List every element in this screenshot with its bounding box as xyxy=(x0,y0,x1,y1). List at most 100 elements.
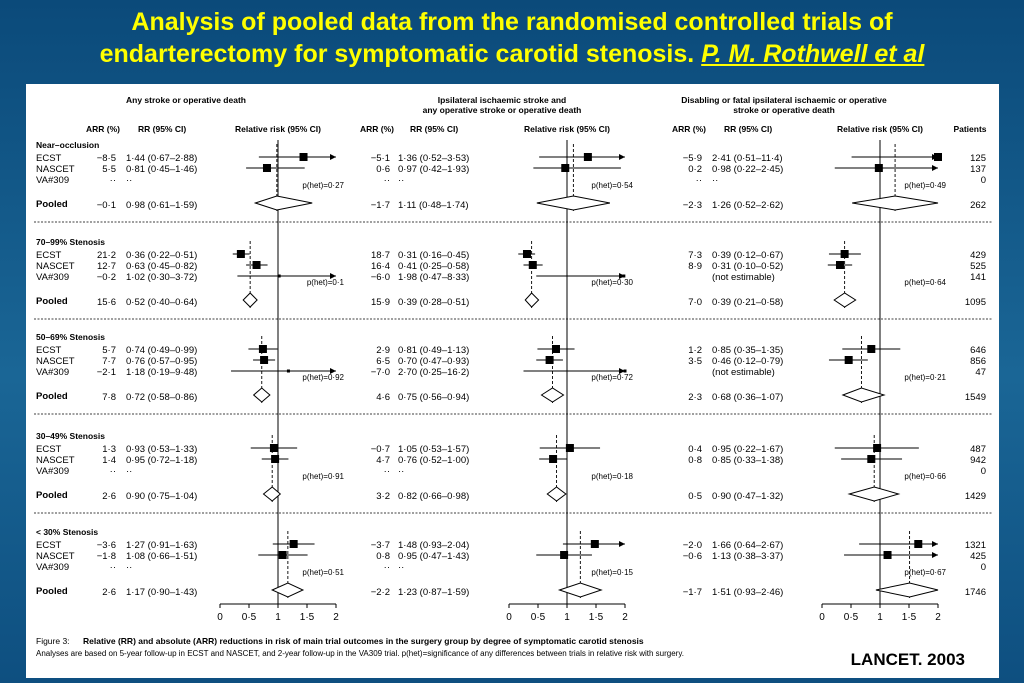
estimate-marker xyxy=(236,250,245,258)
x-tick-label: 2 xyxy=(935,612,941,623)
pooled-arr-value: 0·5 xyxy=(688,491,702,502)
estimate-marker xyxy=(835,261,844,269)
ci-arrow xyxy=(330,273,336,279)
x-tick-label: 1 xyxy=(877,612,883,623)
pooled-diamond xyxy=(524,292,540,308)
rr-value: 2·41 (0·51–11·4) xyxy=(712,153,783,164)
estimate-marker xyxy=(934,153,942,161)
rr-value: 1·66 (0·64–2·67) xyxy=(712,540,783,551)
phet-label: p(het)=0·1 xyxy=(307,278,345,287)
pooled-arr-value: −1·7 xyxy=(371,200,390,211)
ci-arrow xyxy=(619,154,625,160)
ci-arrow xyxy=(330,154,336,160)
estimate-marker xyxy=(561,164,570,172)
rr-value: 0·81 (0·49–1·13) xyxy=(398,345,469,356)
arr-value: 1·4 xyxy=(102,455,116,466)
pooled-patients: 1429 xyxy=(965,491,986,502)
rr-value: (not estimable) xyxy=(712,272,775,283)
phet-label: p(het)=0·27 xyxy=(302,181,344,190)
rr-value: 0·98 (0·22–2·45) xyxy=(712,164,783,175)
col-header-patients: Patients xyxy=(953,124,986,134)
rr-value: 0·76 (0·52–1·00) xyxy=(398,455,469,466)
source-citation: LANCET. 2003 xyxy=(850,650,965,669)
x-tick-label: 0·5 xyxy=(531,612,546,623)
pooled-rr-value: 1·51 (0·93–2·46) xyxy=(712,587,783,598)
forest-plot: Any stroke or operative death ARR (%) RR (… xyxy=(34,95,992,658)
patients-count: 0 xyxy=(981,562,986,573)
pooled-diamond xyxy=(252,387,271,403)
rr-value: 0·85 (0·33–1·38) xyxy=(712,455,783,466)
arr-value: −3·7 xyxy=(371,540,390,551)
rr-value: ·· xyxy=(126,466,132,477)
estimate-marker xyxy=(252,261,261,269)
pooled-arr-value: 7·0 xyxy=(688,297,702,308)
x-tick-label: 2 xyxy=(333,612,339,623)
estimate-marker xyxy=(258,345,267,353)
arr-value: −0·2 xyxy=(97,272,116,283)
estimate-marker xyxy=(262,164,271,172)
subgroup-label: < 30% Stenosis xyxy=(36,527,98,537)
arr-value: 0·8 xyxy=(376,551,390,562)
pooled-rr-value: 0·39 (0·21–0·58) xyxy=(712,297,783,308)
arr-value: −2·1 xyxy=(97,367,116,378)
pooled-arr-value: −0·1 xyxy=(97,200,116,211)
estimate-marker xyxy=(278,551,287,559)
rr-value: 1·27 (0·91–1·63) xyxy=(126,540,197,551)
patients-count: 0 xyxy=(981,175,986,186)
arr-value: 6·5 xyxy=(376,356,390,367)
pooled-arr-value: 4·6 xyxy=(376,392,390,403)
trial-label: ECST xyxy=(36,345,62,356)
outcome-title: Any stroke or operative death xyxy=(126,95,246,105)
trial-label: ECST xyxy=(36,153,62,164)
subgroup-label: 50–69% Stenosis xyxy=(36,332,105,342)
patients-count: 1321 xyxy=(965,540,986,551)
ci-arrow xyxy=(932,552,938,558)
rr-value: 0·70 (0·47–0·93) xyxy=(398,356,469,367)
estimate-marker xyxy=(623,369,627,373)
rr-value: ·· xyxy=(126,562,132,573)
estimate-marker xyxy=(883,551,892,559)
arr-value: 0·4 xyxy=(688,444,702,455)
x-tick-label: 0 xyxy=(506,612,512,623)
arr-value: 0·8 xyxy=(688,455,702,466)
rr-value: 0·81 (0·45–1·46) xyxy=(126,164,197,175)
arr-value: 5·5 xyxy=(102,164,116,175)
rr-value: ·· xyxy=(398,175,404,186)
estimate-marker xyxy=(260,356,269,364)
slide-title: Analysis of pooled data from the randomi… xyxy=(0,6,1024,70)
arr-value: 7·7 xyxy=(102,356,116,367)
pooled-diamond xyxy=(852,195,939,211)
x-tick-label: 0·5 xyxy=(242,612,257,623)
arr-value: −7·0 xyxy=(371,367,390,378)
trial-label: VA#309 xyxy=(36,466,69,477)
trial-label: VA#309 xyxy=(36,175,69,186)
col-header-arr: ARR (%) xyxy=(86,124,120,134)
rr-value: ·· xyxy=(398,466,404,477)
pooled-diamond xyxy=(536,195,611,211)
arr-value: ·· xyxy=(110,175,116,186)
ci-arrow xyxy=(330,368,336,374)
pooled-arr-value: 2·6 xyxy=(102,587,116,598)
estimate-marker xyxy=(545,356,554,364)
phet-label: p(het)=0·67 xyxy=(904,568,946,577)
rr-value: 1·48 (0·93–2·04) xyxy=(398,540,469,551)
trial-label: NASCET xyxy=(36,356,75,367)
pooled-diamond xyxy=(847,486,901,502)
rr-value: 1·08 (0·66–1·51) xyxy=(126,551,197,562)
rr-value: ·· xyxy=(712,175,718,186)
caption-label: Figure 3: xyxy=(36,636,70,646)
trial-label: ECST xyxy=(36,540,62,551)
arr-value: 1·2 xyxy=(688,345,702,356)
pooled-patients: 1095 xyxy=(965,297,986,308)
title-line-2: endarterectomy for symptomatic carotid s… xyxy=(99,40,695,68)
rr-value: 2·70 (0·25–16·2) xyxy=(398,367,469,378)
x-tick-label: 1 xyxy=(275,612,281,623)
phet-label: p(het)=0·21 xyxy=(904,373,946,382)
rr-value: 0·95 (0·47–1·43) xyxy=(398,551,469,562)
arr-value: 1·3 xyxy=(102,444,116,455)
estimate-marker xyxy=(867,455,876,463)
arr-value: ·· xyxy=(696,175,702,186)
ci-arrow xyxy=(619,273,625,279)
trial-label: ECST xyxy=(36,250,62,261)
estimate-marker xyxy=(289,540,298,548)
